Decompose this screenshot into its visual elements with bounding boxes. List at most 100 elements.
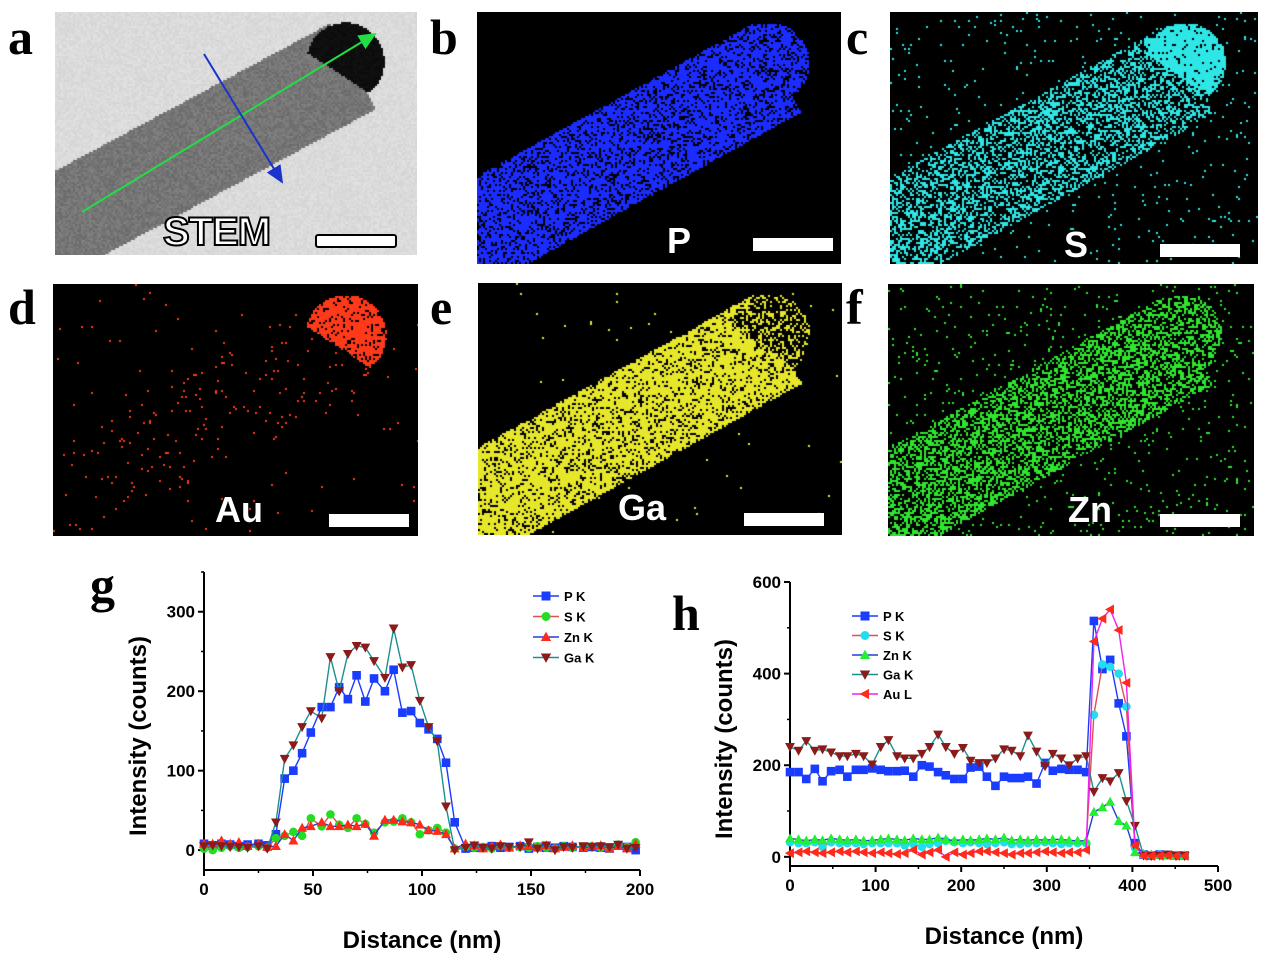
data-point xyxy=(1104,604,1115,615)
data-point xyxy=(398,708,407,717)
data-point xyxy=(834,834,845,844)
data-point xyxy=(875,847,885,858)
data-point xyxy=(1097,613,1107,624)
data-point xyxy=(1063,847,1073,858)
legend-label: Zn K xyxy=(564,630,593,645)
data-point xyxy=(1130,847,1140,857)
data-point xyxy=(818,776,827,786)
data-point xyxy=(908,754,919,764)
data-point xyxy=(326,810,335,819)
zn-map-canvas xyxy=(888,284,1254,536)
data-point xyxy=(305,821,316,831)
map-label-ga: Ga xyxy=(618,487,667,528)
x-tick-label: 0 xyxy=(199,880,208,899)
data-point xyxy=(352,814,361,823)
legend-label: Ga K xyxy=(883,668,914,683)
data-point xyxy=(242,843,253,853)
data-point xyxy=(826,833,837,843)
data-point xyxy=(1138,850,1148,861)
map-label-p: P xyxy=(667,220,692,261)
map-label-zn: Zn xyxy=(1068,489,1112,530)
data-point xyxy=(233,843,244,853)
data-point xyxy=(965,848,975,859)
data-point xyxy=(343,694,353,704)
data-point xyxy=(867,835,878,845)
data-point xyxy=(817,848,827,859)
data-point xyxy=(1121,820,1132,830)
data-point xyxy=(1040,762,1051,772)
data-point xyxy=(999,832,1009,842)
data-point xyxy=(1064,835,1075,845)
scale-bar xyxy=(315,234,397,248)
data-point xyxy=(369,830,379,840)
au-map-canvas xyxy=(53,284,418,536)
data-point xyxy=(1057,764,1066,774)
data-point xyxy=(924,743,935,753)
y-tick-label: 400 xyxy=(753,665,781,684)
data-point xyxy=(1105,777,1116,787)
data-point xyxy=(842,752,853,762)
data-point xyxy=(1130,821,1140,831)
data-point xyxy=(785,767,795,777)
data-point xyxy=(1122,732,1131,741)
data-point xyxy=(801,835,812,845)
legend-marker xyxy=(541,612,551,621)
data-point xyxy=(892,752,902,762)
legend-marker xyxy=(859,670,871,680)
data-point xyxy=(899,754,910,764)
legend-label: S K xyxy=(883,629,905,644)
data-point xyxy=(1089,616,1099,626)
legend-label: P K xyxy=(883,609,905,624)
data-point xyxy=(478,843,488,853)
data-point xyxy=(941,771,951,780)
data-point xyxy=(325,821,336,831)
data-point xyxy=(334,687,345,697)
data-point xyxy=(306,814,316,823)
panel-letter-g: g xyxy=(90,557,115,613)
data-point xyxy=(578,842,589,852)
scale-bar xyxy=(1160,244,1240,257)
stem-image-canvas xyxy=(55,12,417,255)
data-point xyxy=(1105,662,1115,672)
data-point xyxy=(334,682,344,692)
data-point xyxy=(532,844,543,854)
x-tick-label: 100 xyxy=(861,876,889,895)
data-point xyxy=(1031,747,1042,757)
data-point xyxy=(1015,848,1025,859)
data-point xyxy=(567,843,578,853)
data-point xyxy=(361,697,370,706)
data-point xyxy=(523,838,534,848)
data-point xyxy=(486,844,497,854)
data-point xyxy=(1179,850,1189,861)
data-point xyxy=(867,848,877,859)
panel-letter-c: c xyxy=(846,9,869,65)
data-point xyxy=(326,702,335,712)
data-point xyxy=(843,772,852,781)
data-point xyxy=(279,754,290,764)
data-point xyxy=(850,834,861,844)
data-point xyxy=(1146,850,1156,861)
legend-marker xyxy=(860,611,870,621)
data-point xyxy=(883,848,893,859)
data-point xyxy=(875,743,886,753)
data-point xyxy=(916,834,927,844)
data-point xyxy=(924,847,934,858)
panel-letter-d: d xyxy=(8,279,36,335)
panel-letter-h: h xyxy=(672,585,700,641)
data-point xyxy=(406,817,417,827)
data-point xyxy=(306,728,316,737)
data-point xyxy=(825,847,835,858)
data-point xyxy=(441,802,451,812)
data-point xyxy=(1121,677,1131,688)
data-point xyxy=(998,848,1008,859)
panel-letter-b: b xyxy=(430,9,458,65)
data-point xyxy=(940,834,951,844)
data-point xyxy=(351,642,362,652)
data-point xyxy=(271,833,281,843)
data-point xyxy=(876,765,886,775)
data-point xyxy=(297,822,308,832)
legend-item: Zn K xyxy=(533,630,593,645)
data-point xyxy=(469,841,480,851)
data-point xyxy=(207,841,218,851)
data-point xyxy=(867,760,878,770)
